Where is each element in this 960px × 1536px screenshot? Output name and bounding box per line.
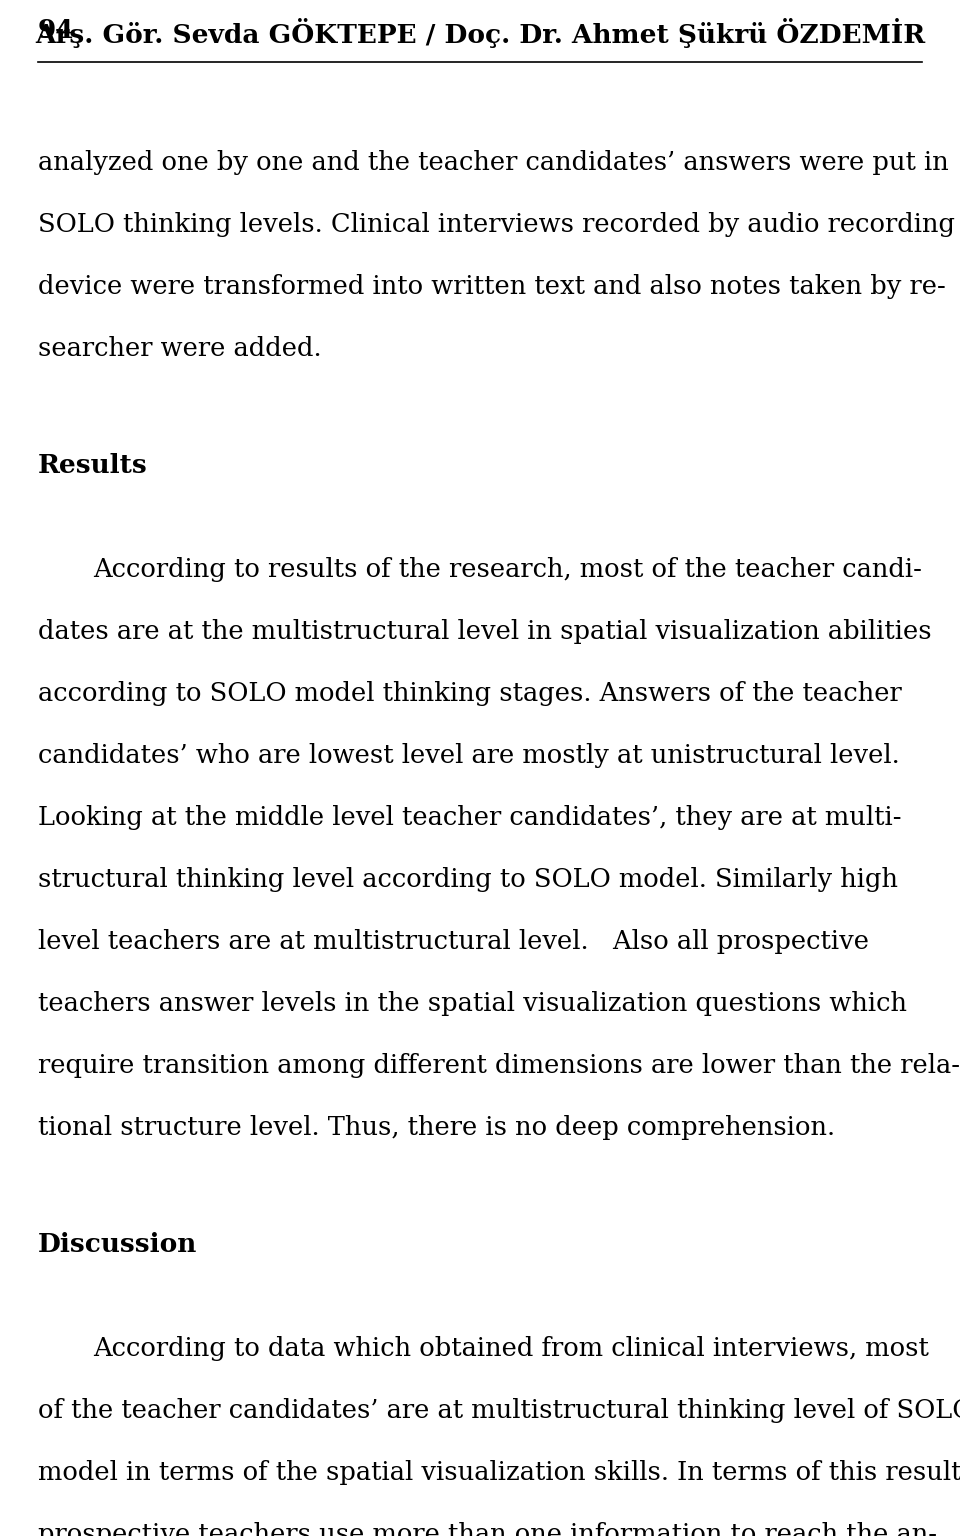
Text: searcher were added.: searcher were added. <box>38 336 322 361</box>
Text: prospective teachers use more than one information to reach the an-: prospective teachers use more than one i… <box>38 1522 937 1536</box>
Text: candidates’ who are lowest level are mostly at unistructural level.: candidates’ who are lowest level are mos… <box>38 743 900 768</box>
Text: level teachers are at multistructural level.   Also all prospective: level teachers are at multistructural le… <box>38 929 869 954</box>
Text: device were transformed into written text and also notes taken by re-: device were transformed into written tex… <box>38 273 946 300</box>
Text: Discussion: Discussion <box>38 1232 198 1256</box>
Text: Arş. Gör. Sevda GÖKTEPE / Doç. Dr. Ahmet Şükrü ÖZDEMİR: Arş. Gör. Sevda GÖKTEPE / Doç. Dr. Ahmet… <box>35 18 925 48</box>
Text: 94: 94 <box>38 18 75 43</box>
Text: require transition among different dimensions are lower than the rela-: require transition among different dimen… <box>38 1054 960 1078</box>
Text: According to results of the research, most of the teacher candi-: According to results of the research, mo… <box>93 558 922 582</box>
Text: tional structure level. Thus, there is no deep comprehension.: tional structure level. Thus, there is n… <box>38 1115 835 1140</box>
Text: model in terms of the spatial visualization skills. In terms of this result,: model in terms of the spatial visualizat… <box>38 1461 960 1485</box>
Text: analyzed one by one and the teacher candidates’ answers were put in: analyzed one by one and the teacher cand… <box>38 151 948 175</box>
Text: Results: Results <box>38 453 148 478</box>
Text: according to SOLO model thinking stages. Answers of the teacher: according to SOLO model thinking stages.… <box>38 680 901 707</box>
Text: SOLO thinking levels. Clinical interviews recorded by audio recording: SOLO thinking levels. Clinical interview… <box>38 212 955 237</box>
Text: According to data which obtained from clinical interviews, most: According to data which obtained from cl… <box>93 1336 929 1361</box>
Text: dates are at the multistructural level in spatial visualization abilities: dates are at the multistructural level i… <box>38 619 931 644</box>
Text: structural thinking level according to SOLO model. Similarly high: structural thinking level according to S… <box>38 866 898 892</box>
Text: Looking at the middle level teacher candidates’, they are at multi-: Looking at the middle level teacher cand… <box>38 805 901 829</box>
Text: teachers answer levels in the spatial visualization questions which: teachers answer levels in the spatial vi… <box>38 991 907 1015</box>
Text: of the teacher candidates’ are at multistructural thinking level of SOLO: of the teacher candidates’ are at multis… <box>38 1398 960 1422</box>
